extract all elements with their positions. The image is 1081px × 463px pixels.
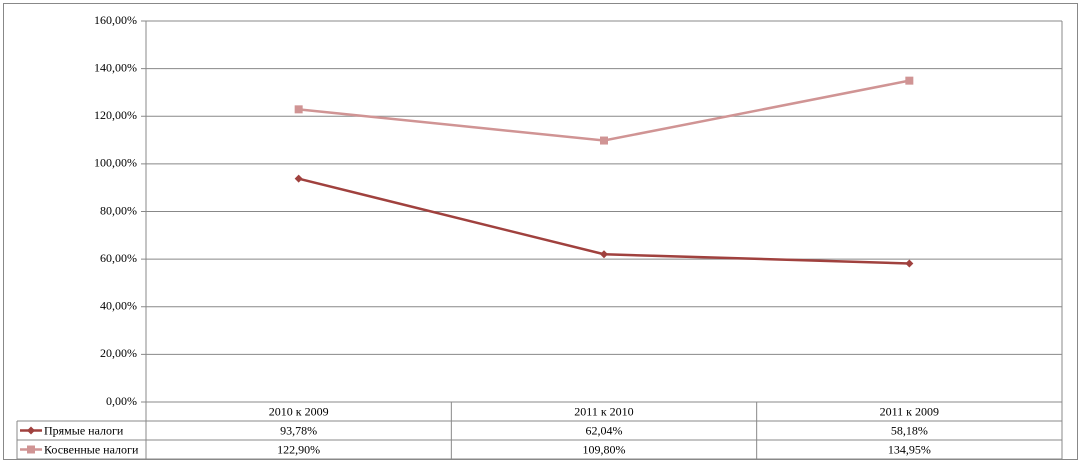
y-tick-label: 20,00%	[100, 346, 137, 360]
y-tick-label: 100,00%	[94, 156, 137, 170]
table-value: 93,78%	[280, 423, 317, 437]
legend-label: Прямые налоги	[44, 423, 124, 437]
data-point	[905, 76, 914, 85]
data-point	[905, 259, 914, 268]
table-value: 109,80%	[583, 442, 626, 456]
data-point	[294, 174, 303, 183]
x-tick-label: 2011 к 2009	[880, 404, 939, 418]
y-tick-label: 0,00%	[106, 394, 137, 408]
y-tick-label: 120,00%	[94, 108, 137, 122]
table-value: 58,18%	[891, 423, 928, 437]
chart-border	[3, 3, 1078, 460]
data-point	[600, 136, 608, 145]
table-value: 122,90%	[277, 442, 320, 456]
x-tick-label: 2011 к 2010	[574, 404, 633, 418]
y-tick-label: 40,00%	[100, 299, 137, 313]
y-tick-label: 140,00%	[94, 60, 137, 74]
data-point	[600, 250, 608, 259]
y-tick-label: 80,00%	[100, 203, 137, 217]
data-point	[294, 105, 303, 114]
table-value: 62,04%	[586, 423, 623, 437]
y-tick-label: 160,00%	[94, 13, 137, 27]
legend-marker	[27, 445, 35, 454]
y-tick-label: 60,00%	[100, 251, 137, 265]
legend-label: Косвенные налоги	[44, 442, 139, 456]
table-value: 134,95%	[888, 442, 931, 456]
x-tick-label: 2010 к 2009	[269, 404, 329, 418]
legend-marker	[27, 426, 35, 435]
